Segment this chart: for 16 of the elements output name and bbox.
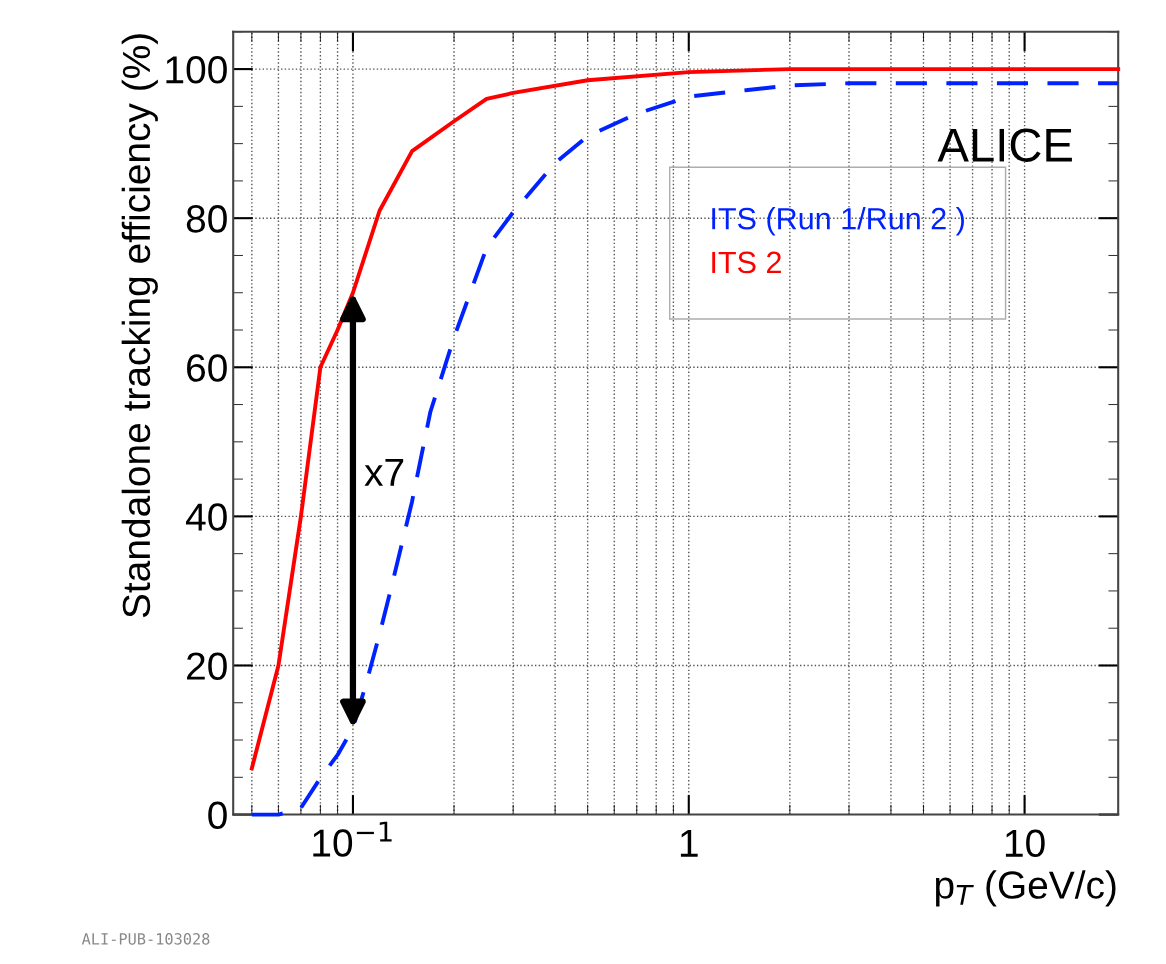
annotation: ALICE — [937, 128, 1072, 162]
text: ITS 2 — [712, 251, 781, 274]
x-axis-title: p$_{T}$ (GeV/c) — [935, 870, 1116, 907]
y-axis-title: Standalone tracking efficiency (%) — [121, 34, 158, 618]
x-tick-label: 10 — [1005, 829, 1045, 858]
y-tick-label: 0 — [208, 801, 227, 830]
y-tick-label: 100 — [166, 56, 227, 84]
x-tick-label: 10$^{−1}$ — [313, 821, 392, 857]
y-tick-label: 60 — [187, 354, 227, 382]
annotation: x7 — [364, 458, 404, 486]
y-tick-label: 20 — [187, 652, 227, 680]
y-tick-label: 80 — [186, 205, 227, 233]
text: ALI-PUB-103028 — [81, 933, 210, 945]
y-tick-label: 40 — [185, 503, 227, 531]
x-tick-label: 1 — [680, 829, 698, 857]
text: ITS (Run 1/Run 2 ) — [712, 207, 964, 236]
